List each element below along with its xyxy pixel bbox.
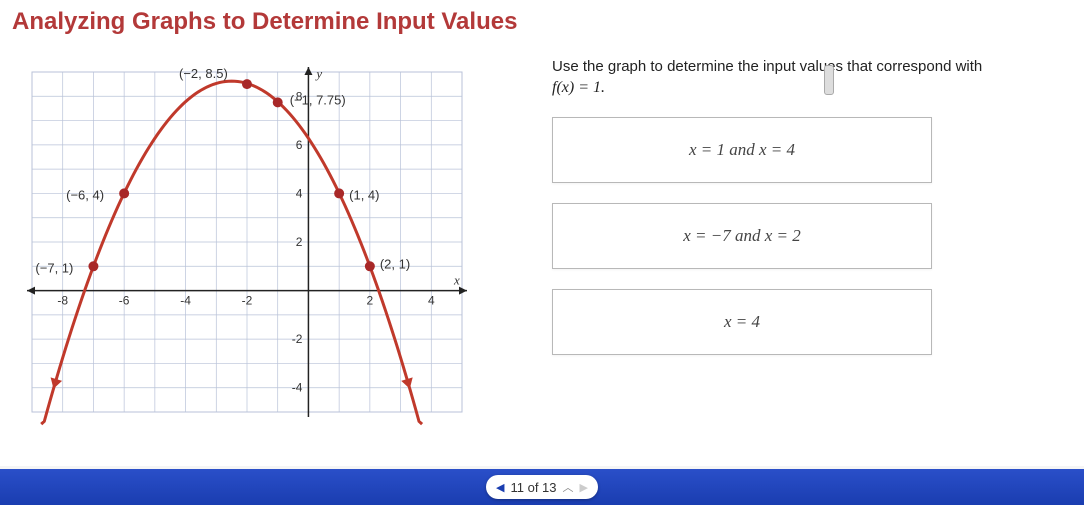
svg-text:-2: -2 <box>242 294 253 308</box>
footer-bar: ◀ 11 of 13 ︿ ▶ <box>0 469 1084 505</box>
svg-text:(2, 1): (2, 1) <box>380 256 410 271</box>
svg-text:2: 2 <box>367 294 374 308</box>
parabola-graph: -8-6-4-224-4-22468xy(−2, 8.5)(−1, 7.75)(… <box>12 52 482 432</box>
question-prompt: Use the graph to determine the input val… <box>552 58 1072 75</box>
svg-text:(−2, 8.5): (−2, 8.5) <box>179 66 228 81</box>
svg-text:-4: -4 <box>180 294 191 308</box>
fx-expression: f(x) = 1. <box>552 79 1072 97</box>
pager: ◀ 11 of 13 ︿ ▶ <box>486 475 598 499</box>
svg-text:-8: -8 <box>57 294 68 308</box>
svg-text:-2: -2 <box>292 332 303 346</box>
question-panel: Use the graph to determine the input val… <box>492 52 1072 466</box>
scroll-handle[interactable] <box>824 65 834 95</box>
svg-text:6: 6 <box>296 138 303 152</box>
svg-text:2: 2 <box>296 235 303 249</box>
svg-text:-6: -6 <box>119 294 130 308</box>
answer-label: x = 1 and x = 4 <box>689 140 795 160</box>
svg-text:(−6, 4): (−6, 4) <box>66 187 104 202</box>
svg-text:(−7, 1): (−7, 1) <box>35 260 73 275</box>
svg-text:(1, 4): (1, 4) <box>349 187 379 202</box>
answer-option-3[interactable]: x = 4 <box>552 289 932 355</box>
pager-up-icon[interactable]: ︿ <box>563 479 574 495</box>
svg-text:4: 4 <box>428 294 435 308</box>
content-area: -8-6-4-224-4-22468xy(−2, 8.5)(−1, 7.75)(… <box>0 46 1084 466</box>
pager-label: 11 of 13 <box>510 480 556 495</box>
pager-next-icon[interactable]: ▶ <box>580 481 588 494</box>
svg-text:-4: -4 <box>292 381 303 395</box>
answer-option-1[interactable]: x = 1 and x = 4 <box>552 117 932 183</box>
answer-option-2[interactable]: x = −7 and x = 2 <box>552 203 932 269</box>
graph-container: -8-6-4-224-4-22468xy(−2, 8.5)(−1, 7.75)(… <box>12 52 492 432</box>
answer-label: x = −7 and x = 2 <box>683 226 801 246</box>
answer-label: x = 4 <box>724 312 760 332</box>
pager-prev-icon[interactable]: ◀ <box>496 481 504 494</box>
svg-text:y: y <box>314 66 322 81</box>
svg-text:4: 4 <box>296 186 303 200</box>
page-title: Analyzing Graphs to Determine Input Valu… <box>0 0 1084 46</box>
svg-text:x: x <box>453 273 460 288</box>
svg-text:(−1, 7.75): (−1, 7.75) <box>290 92 346 107</box>
